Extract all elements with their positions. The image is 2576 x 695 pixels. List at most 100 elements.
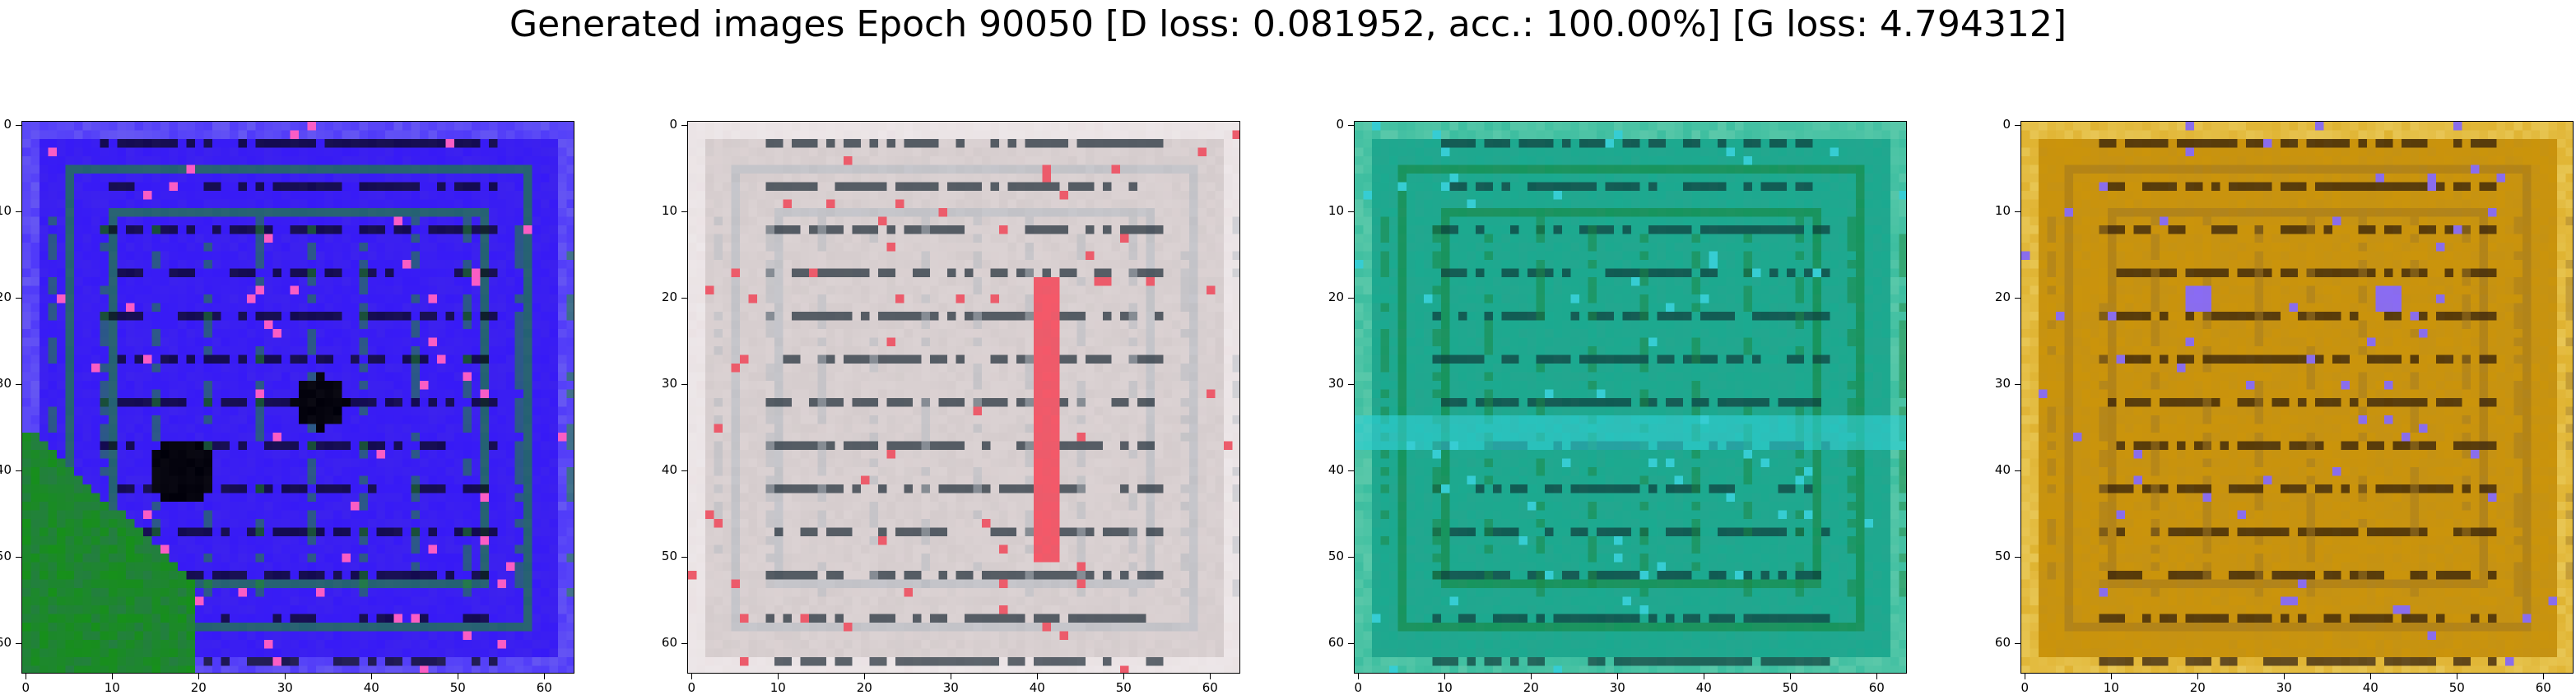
x-tick xyxy=(1876,674,1877,679)
y-tick xyxy=(16,124,21,126)
x-tick-label: 60 xyxy=(1202,680,1218,695)
x-tick-label: 50 xyxy=(1782,680,1798,695)
x-tick-label: 10 xyxy=(104,680,120,695)
x-tick xyxy=(25,674,26,679)
image-heatmap xyxy=(22,122,574,673)
y-tick xyxy=(1348,297,1354,299)
y-tick-label: 60 xyxy=(0,635,12,651)
x-tick-label: 20 xyxy=(2189,680,2206,695)
y-tick-label: 60 xyxy=(1994,635,2011,651)
y-tick xyxy=(1348,470,1354,471)
x-tick-label: 50 xyxy=(1115,680,1132,695)
x-tick-label: 60 xyxy=(1868,680,1885,695)
y-tick xyxy=(681,383,687,385)
y-tick xyxy=(16,383,21,385)
y-tick-label: 20 xyxy=(1328,290,1344,305)
x-tick xyxy=(457,674,458,679)
y-tick-label: 40 xyxy=(1994,462,2011,478)
x-tick-label: 20 xyxy=(190,680,207,695)
image-panel-1: 0 10 20 30 40 50 60 0 10 20 30 40 50 60 xyxy=(0,118,574,694)
x-tick-label: 40 xyxy=(363,680,379,695)
y-tick-label: 50 xyxy=(661,549,677,564)
x-tick xyxy=(2542,674,2544,679)
image-axes xyxy=(2020,121,2574,674)
image-axes xyxy=(21,121,574,674)
y-tick-label: 40 xyxy=(661,462,677,478)
image-panel-2: 0 10 20 30 40 50 60 0 10 20 30 40 50 60 xyxy=(662,118,1240,694)
x-tick xyxy=(111,674,113,679)
y-tick-label: 0 xyxy=(3,117,12,132)
y-tick xyxy=(16,556,21,558)
x-tick xyxy=(370,674,372,679)
x-tick-label: 30 xyxy=(277,680,293,695)
y-tick-label: 0 xyxy=(669,117,677,132)
y-tick xyxy=(2015,642,2020,644)
x-tick-label: 0 xyxy=(2020,680,2030,695)
y-tick xyxy=(16,211,21,212)
image-axes xyxy=(1354,121,1907,674)
x-tick-label: 60 xyxy=(2535,680,2551,695)
figure-title: Generated images Epoch 90050 [D loss: 0.… xyxy=(509,3,2067,45)
y-tick-label: 50 xyxy=(0,549,12,564)
y-tick xyxy=(1348,642,1354,644)
x-tick-label: 20 xyxy=(1523,680,1539,695)
y-tick xyxy=(2015,470,2020,471)
x-tick xyxy=(1789,674,1791,679)
y-tick-label: 30 xyxy=(1328,376,1344,392)
image-heatmap xyxy=(1355,122,1906,673)
x-tick xyxy=(1209,674,1211,679)
x-tick-label: 20 xyxy=(856,680,872,695)
y-tick xyxy=(2015,297,2020,299)
y-tick-label: 40 xyxy=(0,462,12,478)
y-tick xyxy=(681,297,687,299)
y-tick-label: 10 xyxy=(661,203,677,219)
x-tick xyxy=(2197,674,2198,679)
y-tick xyxy=(1348,211,1354,212)
y-tick-label: 50 xyxy=(1994,549,2011,564)
y-tick-label: 60 xyxy=(1328,635,1344,651)
x-tick xyxy=(2369,674,2371,679)
y-tick xyxy=(681,470,687,471)
y-tick-label: 20 xyxy=(1994,290,2011,305)
y-tick-label: 20 xyxy=(661,290,677,305)
x-tick-label: 10 xyxy=(770,680,786,695)
y-tick-label: 30 xyxy=(1994,376,2011,392)
y-tick xyxy=(2015,211,2020,212)
y-tick xyxy=(681,556,687,558)
x-tick xyxy=(1444,674,1445,679)
x-tick-label: 50 xyxy=(2448,680,2465,695)
x-tick-label: 0 xyxy=(687,680,696,695)
x-tick-label: 50 xyxy=(449,680,466,695)
x-tick-label: 40 xyxy=(1695,680,1712,695)
x-tick xyxy=(198,674,199,679)
x-tick-label: 30 xyxy=(2276,680,2292,695)
image-heatmap xyxy=(2021,122,2573,673)
y-tick xyxy=(2015,124,2020,126)
y-tick-label: 60 xyxy=(661,635,677,651)
x-tick xyxy=(2456,674,2457,679)
x-tick xyxy=(1616,674,1618,679)
y-tick-label: 0 xyxy=(1336,117,1344,132)
y-tick xyxy=(2015,383,2020,385)
y-tick-label: 10 xyxy=(1328,203,1344,219)
y-tick-label: 30 xyxy=(0,376,12,392)
y-tick xyxy=(1348,556,1354,558)
x-tick xyxy=(2024,674,2025,679)
y-tick xyxy=(16,297,21,299)
x-tick xyxy=(1036,674,1038,679)
x-tick xyxy=(284,674,286,679)
x-tick xyxy=(1357,674,1359,679)
y-tick-label: 30 xyxy=(661,376,677,392)
x-tick xyxy=(1703,674,1704,679)
x-tick-label: 40 xyxy=(1029,680,1045,695)
image-panel-3: 0 10 20 30 40 50 60 0 10 20 30 40 50 60 xyxy=(1328,118,1907,694)
x-tick xyxy=(2283,674,2285,679)
y-tick-label: 0 xyxy=(2002,117,2011,132)
x-tick-label: 30 xyxy=(942,680,959,695)
x-tick xyxy=(690,674,692,679)
y-tick xyxy=(16,470,21,471)
x-tick xyxy=(1530,674,1532,679)
x-tick-label: 40 xyxy=(2362,680,2378,695)
image-heatmap xyxy=(688,122,1239,673)
y-tick-label: 10 xyxy=(1994,203,2011,219)
